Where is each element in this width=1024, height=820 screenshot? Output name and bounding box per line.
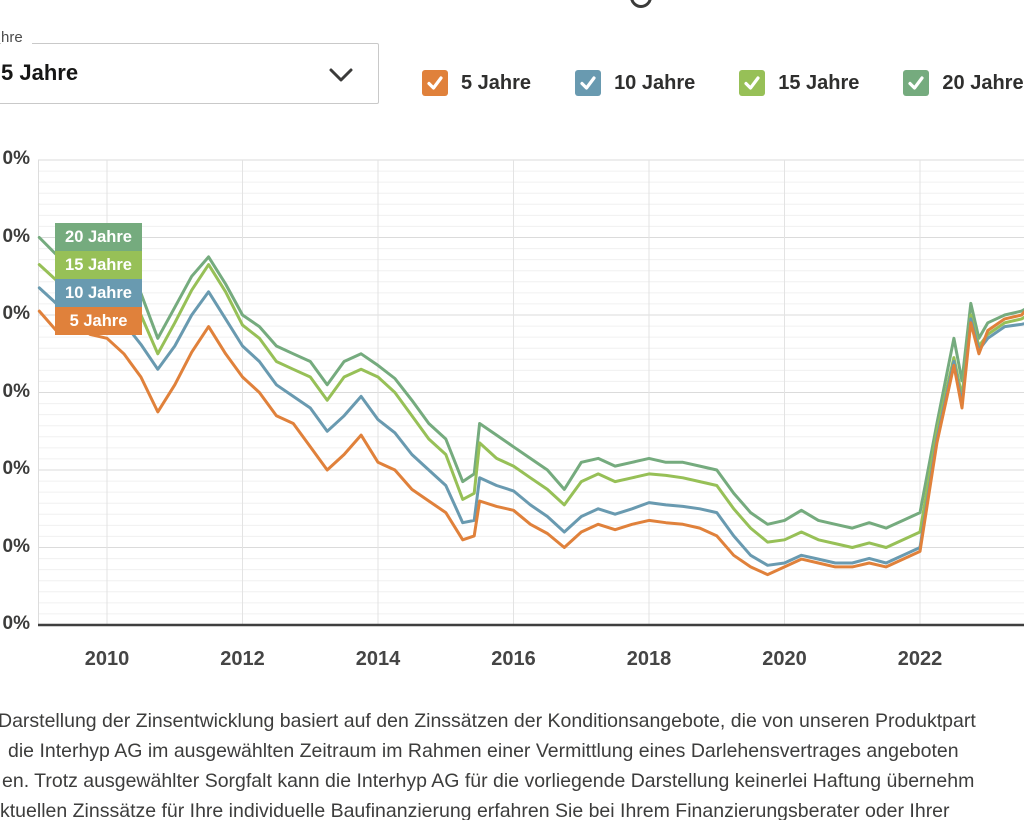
chevron-down-icon[interactable]	[328, 65, 354, 90]
checkbox-checked-icon[interactable]	[903, 70, 930, 96]
x-axis-tick-label: 2010	[84, 648, 130, 670]
disclaimer-line-3: en. Trotz ausgewählter Sorgfalt kann die…	[2, 770, 975, 792]
legend-label: 10 Jahre	[614, 71, 696, 94]
y-axis-tick-label: 0%	[2, 380, 30, 402]
x-axis-tick-label: 2018	[626, 648, 672, 670]
zinsbindung-select[interactable]: hre 5 Jahre	[0, 29, 379, 104]
y-axis-tick-label: 0%	[2, 613, 30, 634]
disclaimer-line-4: ktuellen Zinssätze für Ihre individuelle…	[0, 800, 950, 820]
series-line-10-jahre	[37, 286, 1024, 567]
x-axis-tick-label: 2012	[220, 648, 265, 670]
legend-label: 20 Jahre	[942, 71, 1024, 94]
x-axis-tick-label: 2020	[762, 648, 807, 670]
select-value: 5 Jahre	[1, 60, 79, 85]
y-axis-tick-label: 0%	[2, 303, 30, 324]
series-line-20-jahre	[37, 236, 1024, 530]
legend-item-20-jahre[interactable]: 20 Jahre	[903, 70, 1024, 96]
checkbox-checked-icon[interactable]	[575, 70, 602, 96]
x-axis-tick-label: 2014	[355, 648, 401, 670]
disclaimer-line-2: die Interhyp AG im ausgewählten Zeitraum…	[8, 740, 959, 762]
y-axis-tick-label: 0%	[2, 535, 30, 557]
legend-label: 5 Jahre	[461, 71, 532, 94]
y-axis-tick-label: 0%	[2, 458, 30, 479]
legend-item-10-jahre[interactable]: 10 Jahre	[575, 70, 695, 96]
disclaimer-line-1: Darstellung der Zinsentwicklung basiert …	[0, 710, 976, 732]
y-axis-tick-label: 0%	[2, 148, 30, 169]
x-axis-tick-label: 2022	[897, 648, 943, 670]
series-badge-5-jahre: 5 Jahre	[55, 307, 142, 335]
checkbox-checked-icon[interactable]	[422, 70, 448, 96]
series-badge-20-jahre: 20 Jahre	[55, 223, 142, 251]
legend-item-15-jahre[interactable]: 15 Jahre	[739, 70, 859, 96]
series-line-5-jahre	[37, 309, 1024, 577]
series-legend: 5 Jahre 10 Jahre 15 Jahre 20 Jahre	[422, 59, 1024, 107]
series-badges: 20 Jahre 15 Jahre 10 Jahre 5 Jahre	[55, 223, 142, 335]
select-floating-label: hre	[1, 29, 32, 47]
legend-label: 15 Jahre	[778, 71, 860, 94]
x-axis-tick-label: 2016	[491, 648, 536, 670]
series-line-15-jahre	[37, 263, 1024, 549]
interest-rate-line-chart	[37, 159, 1024, 627]
checkbox-checked-icon[interactable]	[739, 70, 766, 96]
series-badge-15-jahre: 15 Jahre	[55, 251, 142, 279]
y-axis-tick-label: 0%	[2, 225, 30, 247]
series-badge-10-jahre: 10 Jahre	[55, 279, 142, 307]
legend-item-5-jahre[interactable]: 5 Jahre	[422, 70, 531, 96]
